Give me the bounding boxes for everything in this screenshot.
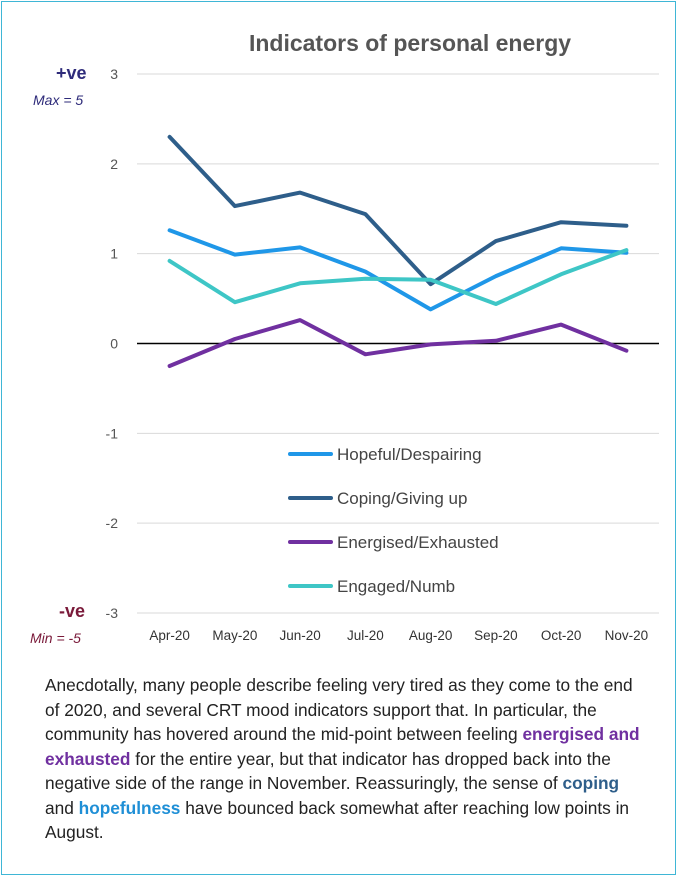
commentary-paragraph: Anecdotally, many people describe feelin… (45, 673, 645, 845)
y-tick-label: -2 (106, 515, 119, 531)
x-tick-label: Jul-20 (347, 628, 384, 643)
x-tick-label: May-20 (212, 628, 257, 643)
y-tick-label: -1 (106, 425, 119, 441)
y-tick-label: 2 (110, 156, 118, 172)
x-axis-ticks: Apr-20 May-20 Jun-20 Jul-20 Aug-20 Sep-20 Oct-… (149, 628, 648, 643)
y-tick-label: -3 (106, 605, 119, 621)
x-tick-label: Oct-20 (541, 628, 582, 643)
legend-label: Energised/Exhausted (337, 533, 499, 552)
positive-label: +ve (56, 63, 87, 83)
legend-label: Engaged/Numb (337, 577, 455, 596)
highlight-hopefulness: hopefulness (78, 797, 181, 818)
series-line-coping-giving-up (167, 134, 629, 287)
chart-title: Indicators of personal energy (248, 30, 572, 56)
y-tick-label: 0 (110, 336, 118, 352)
y-tick-label: 3 (110, 66, 118, 82)
series-line-hopeful-despairing (167, 228, 629, 312)
legend-label: Hopeful/Despairing (337, 445, 482, 464)
paragraph-text-4: have bounced back somewhat after reachin… (45, 797, 630, 843)
paragraph-text-2: for the entire year, but that indicator … (45, 748, 611, 794)
x-tick-label: Jun-20 (279, 628, 320, 643)
positive-max-label: Max = 5 (33, 92, 84, 108)
paragraph-text-3: and (45, 797, 79, 818)
chart-gridlines (137, 73, 659, 614)
legend-label: Coping/Giving up (337, 489, 467, 508)
highlight-energised: energised and exhausted (45, 724, 640, 769)
chart-series-lines (167, 134, 629, 368)
y-axis-ticks: 3 2 1 0 -1 -2 -3 (106, 66, 119, 621)
x-tick-label: Apr-20 (149, 628, 190, 643)
negative-label: -ve (59, 601, 86, 621)
negative-min-label: Min = -5 (30, 630, 81, 646)
y-tick-label: 1 (110, 246, 118, 262)
chart-legend: Hopeful/Despairing Coping/Giving up Energi… (288, 445, 499, 596)
x-tick-label: Nov-20 (605, 628, 649, 643)
line-chart: 3 2 1 0 -1 -2 -3 Apr-20 May-20 Jun-20 Jul-20 Aug-2… (106, 66, 659, 643)
x-tick-label: Sep-20 (474, 628, 518, 643)
highlight-coping: coping (562, 773, 620, 793)
x-tick-label: Aug-20 (409, 628, 453, 643)
paragraph-text-1: Anecdotally, many people describe feelin… (45, 675, 633, 744)
series-line-energised-exhausted (167, 318, 629, 368)
series-line-engaged-numb (167, 248, 629, 306)
